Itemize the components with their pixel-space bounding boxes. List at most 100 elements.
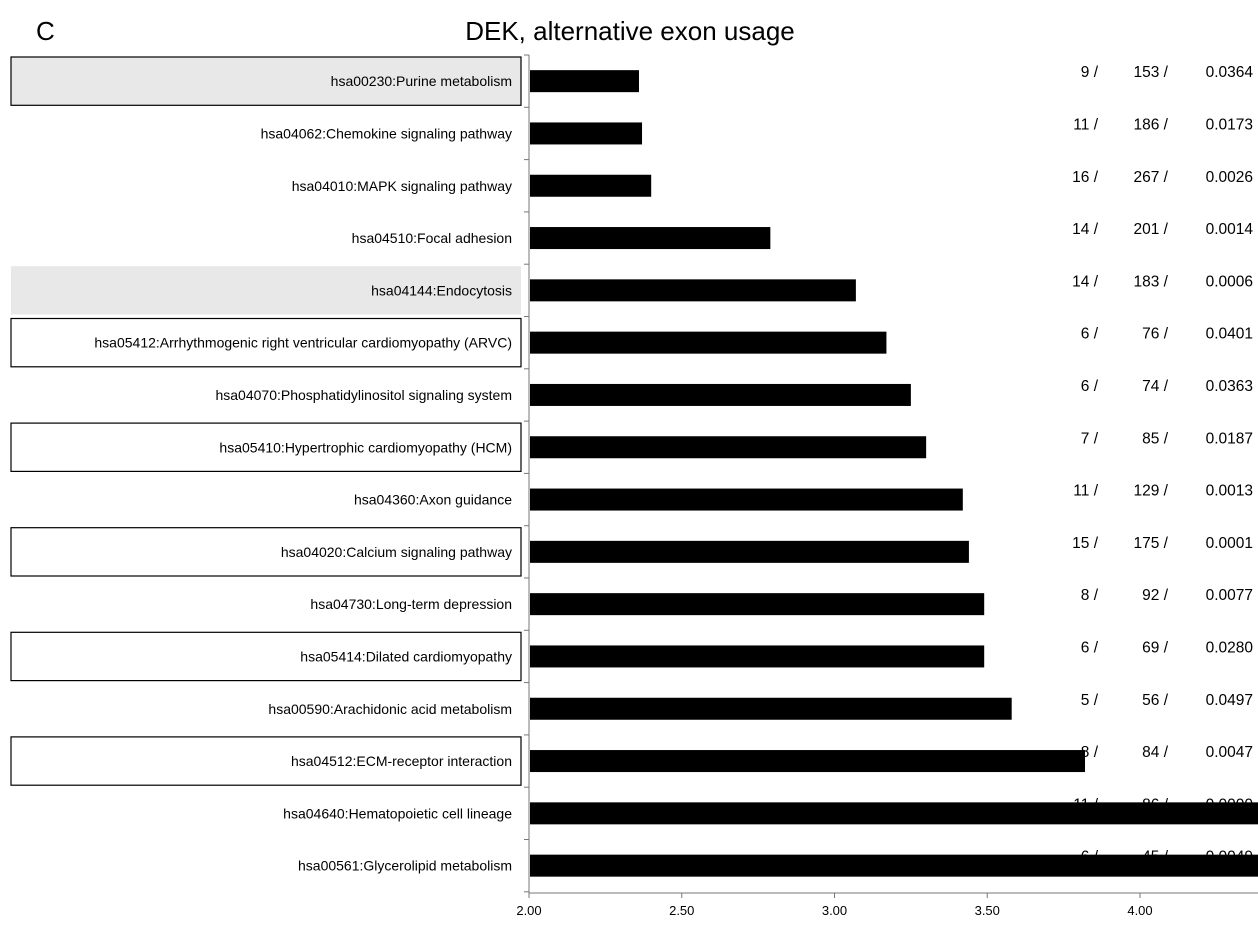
gene-count: 16 / bbox=[1072, 169, 1099, 186]
gene-count: 14 / bbox=[1072, 273, 1099, 290]
bar bbox=[530, 227, 771, 250]
row-highlight-box bbox=[10, 736, 522, 786]
p-value: 0.0364 bbox=[1206, 64, 1254, 81]
bars bbox=[530, 70, 1258, 877]
pop-count: 84 / bbox=[1142, 744, 1169, 761]
row-highlight-box bbox=[10, 527, 522, 577]
bar bbox=[530, 802, 1258, 825]
pop-count: 183 / bbox=[1134, 273, 1169, 290]
x-axis-ticks: 2.002.503.003.504.004.505.005.506.00 bbox=[516, 893, 1153, 918]
p-value: 0.0363 bbox=[1206, 378, 1253, 395]
pop-count: 153 / bbox=[1134, 64, 1169, 81]
bar bbox=[530, 488, 963, 511]
gene-count: 6 / bbox=[1081, 639, 1099, 656]
p-value: 0.0013 bbox=[1206, 483, 1253, 500]
category-label: hsa04144:Endocytosis bbox=[371, 282, 512, 298]
category-label: hsa05412:Arrhythmogenic right ventricula… bbox=[94, 335, 512, 351]
p-value: 0.0006 bbox=[1206, 273, 1253, 290]
pop-count: 86 / bbox=[1142, 796, 1169, 813]
bar bbox=[530, 436, 927, 459]
pop-count: 175 / bbox=[1134, 535, 1169, 552]
bar bbox=[530, 854, 1258, 877]
row-highlight-box bbox=[10, 631, 522, 682]
row-highlight-box bbox=[10, 422, 522, 473]
category-label: hsa04360:Axon guidance bbox=[354, 492, 512, 508]
stat-columns: 9 / 153 / 0.0364 11 / 186 / 0.0173 16 / 267 / 0.… bbox=[1072, 64, 1253, 866]
gene-count: 14 / bbox=[1072, 221, 1099, 238]
gene-count: 6 / bbox=[1081, 849, 1099, 866]
row-highlight-box bbox=[10, 56, 522, 106]
row-highlight-shade bbox=[11, 57, 521, 106]
category-label: hsa04730:Long-term depression bbox=[310, 596, 512, 612]
row-highlight-box bbox=[10, 317, 522, 368]
x-tick-label: 3.00 bbox=[822, 903, 847, 918]
x-tick-label: 4.00 bbox=[1127, 903, 1152, 918]
pop-count: 129 / bbox=[1134, 483, 1169, 500]
gene-count: 11 / bbox=[1073, 483, 1098, 500]
gene-count: 6 / bbox=[1081, 378, 1099, 395]
category-label: hsa04062:Chemokine signaling pathway bbox=[261, 125, 512, 141]
gene-count: 8 / bbox=[1081, 587, 1099, 604]
category-label: hsa04510:Focal adhesion bbox=[352, 230, 512, 246]
p-value: 0.0497 bbox=[1206, 692, 1253, 709]
x-tick-label: 2.50 bbox=[669, 903, 694, 918]
bar bbox=[530, 697, 1012, 720]
pop-count: 56 / bbox=[1142, 692, 1169, 709]
category-label: hsa00561:Glycerolipid metabolism bbox=[298, 858, 512, 874]
category-label: hsa04010:MAPK signaling pathway bbox=[292, 178, 512, 194]
category-label: hsa05410:Hypertrophic cardiomyopathy (HC… bbox=[219, 439, 512, 455]
x-tick-label: 3.50 bbox=[975, 903, 1000, 918]
p-value: 0.0001 bbox=[1206, 535, 1253, 552]
p-value: 0.0026 bbox=[1206, 169, 1253, 186]
chart-title: DEK, alternative exon usage bbox=[465, 16, 795, 46]
row-highlight-shade bbox=[11, 266, 521, 315]
gene-count: 11 / bbox=[1073, 796, 1098, 813]
gene-count: 7 / bbox=[1081, 430, 1099, 447]
gene-count: 8 / bbox=[1081, 744, 1099, 761]
pop-count: 201 / bbox=[1134, 221, 1169, 238]
category-label: hsa05414:Dilated cardiomyopathy bbox=[300, 648, 512, 664]
pop-count: 45 / bbox=[1142, 849, 1169, 866]
p-value: 0.0173 bbox=[1206, 116, 1253, 133]
gene-count: 11 / bbox=[1073, 116, 1098, 133]
pop-count: 74 / bbox=[1142, 378, 1169, 395]
bar bbox=[530, 331, 887, 354]
bar bbox=[530, 279, 856, 302]
pop-count: 267 / bbox=[1134, 169, 1169, 186]
pop-count: 186 / bbox=[1134, 116, 1169, 133]
bar bbox=[530, 540, 969, 563]
gene-count: 15 / bbox=[1072, 535, 1099, 552]
p-value: 0.0047 bbox=[1206, 744, 1253, 761]
bar bbox=[530, 593, 985, 616]
panel-letter: C bbox=[36, 16, 55, 46]
pop-count: 69 / bbox=[1142, 639, 1169, 656]
p-value: 0.0014 bbox=[1206, 221, 1254, 238]
row-backgrounds bbox=[10, 56, 522, 786]
x-tick-label: 2.00 bbox=[516, 903, 541, 918]
gene-count: 9 / bbox=[1081, 64, 1099, 81]
bar bbox=[530, 174, 652, 197]
category-label: hsa04640:Hematopoietic cell lineage bbox=[283, 805, 512, 821]
bar bbox=[530, 70, 639, 93]
bar bbox=[530, 122, 643, 145]
p-value: 0.0077 bbox=[1206, 587, 1253, 604]
category-label: hsa00590:Arachidonic acid metabolism bbox=[268, 701, 512, 717]
p-value: 0.0280 bbox=[1206, 639, 1254, 656]
pop-count: 85 / bbox=[1142, 430, 1169, 447]
category-label: hsa04512:ECM-receptor interaction bbox=[291, 753, 512, 769]
category-label: hsa04070:Phosphatidylinositol signaling … bbox=[215, 387, 512, 403]
category-labels: hsa00230:Purine metabolism hsa04062:Chemo… bbox=[94, 73, 512, 874]
category-label: hsa00230:Purine metabolism bbox=[331, 73, 512, 89]
gene-count: 5 / bbox=[1081, 692, 1099, 709]
p-value: 0.0049 bbox=[1206, 849, 1253, 866]
p-value: 0.0187 bbox=[1206, 430, 1253, 447]
pop-count: 92 / bbox=[1142, 587, 1169, 604]
bar bbox=[530, 750, 1086, 773]
pop-count: 76 / bbox=[1142, 326, 1169, 343]
p-value: 0.0000 bbox=[1206, 796, 1254, 813]
gene-count: 6 / bbox=[1081, 326, 1099, 343]
p-value: 0.0401 bbox=[1206, 326, 1253, 343]
bar bbox=[530, 645, 985, 668]
category-label: hsa04020:Calcium signaling pathway bbox=[281, 544, 512, 560]
